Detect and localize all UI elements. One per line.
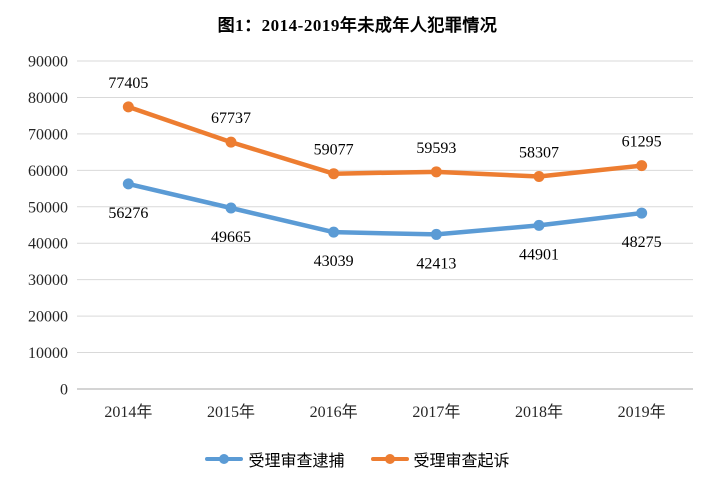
arrest-data-label: 48275: [622, 234, 662, 251]
y-axis-label: 20000: [28, 309, 68, 326]
legend-label-arrest: 受理审查逮捕: [248, 453, 345, 470]
y-axis-label: 70000: [28, 126, 68, 143]
x-axis-label: 2015年: [207, 403, 255, 421]
y-axis-label: 60000: [28, 163, 68, 180]
x-axis-label: 2018年: [515, 403, 563, 421]
prosecution-data-point: [430, 166, 442, 178]
legend-item-prosecution: 受理审查起诉: [370, 447, 510, 471]
arrest-data-point: [225, 202, 237, 214]
y-axis-label: 0: [60, 382, 68, 399]
prosecution-series-line: [126, 104, 644, 179]
chart-title: 图1：2014-2019年未成年人犯罪情况: [217, 16, 498, 35]
arrest-data-point: [328, 226, 340, 238]
prosecution-data-point: [533, 171, 545, 183]
arrest-data-label: 56276: [108, 205, 148, 222]
prosecution-data-point: [225, 136, 237, 148]
legend-label-prosecution: 受理审查起诉: [413, 453, 510, 470]
arrest-series-line: [126, 181, 644, 237]
arrest-data-point: [430, 228, 442, 240]
y-axis-label: 50000: [28, 199, 68, 216]
x-axis-label: 2017年: [412, 403, 460, 421]
plot-svg: 0 10000 20000 30000 40000 50000 60000 70000 8000…: [28, 54, 693, 421]
x-axis-label: 2014年: [104, 403, 152, 421]
prosecution-data-label: 59077: [314, 142, 354, 159]
x-axis-label: 2019年: [618, 403, 666, 421]
arrest-data-label: 44901: [519, 246, 559, 263]
legend: 受理审查逮捕 受理审查起诉: [0, 447, 715, 471]
arrest-data-label: 43039: [314, 253, 354, 270]
x-axis-label: 2016年: [310, 403, 358, 421]
arrest-data-label: 49665: [211, 229, 251, 246]
y-axis-label: 80000: [28, 90, 68, 107]
arrest-data-label: 42413: [416, 255, 456, 272]
arrest-data-point: [636, 207, 648, 219]
legend-line-marker-icon: [205, 453, 244, 465]
prosecution-data-label: 58307: [519, 145, 559, 162]
arrest-data-point: [122, 178, 134, 190]
prosecution-data-point: [328, 168, 340, 180]
legend-item-arrest: 受理审查逮捕: [205, 447, 345, 471]
prosecution-data-label: 61295: [622, 134, 662, 151]
prosecution-data-label: 77405: [108, 75, 148, 92]
arrest-data-point: [533, 219, 545, 231]
prosecution-data-label: 67737: [211, 110, 251, 127]
y-axis-label: 10000: [28, 345, 68, 362]
prosecution-data-point: [122, 101, 134, 113]
prosecution-data-label: 59593: [416, 140, 456, 157]
y-axis-label: 30000: [28, 272, 68, 289]
prosecution-data-point: [636, 160, 648, 172]
legend-line-marker-icon: [370, 453, 409, 465]
y-axis-label: 40000: [28, 236, 68, 253]
y-axis-label: 90000: [28, 54, 68, 71]
